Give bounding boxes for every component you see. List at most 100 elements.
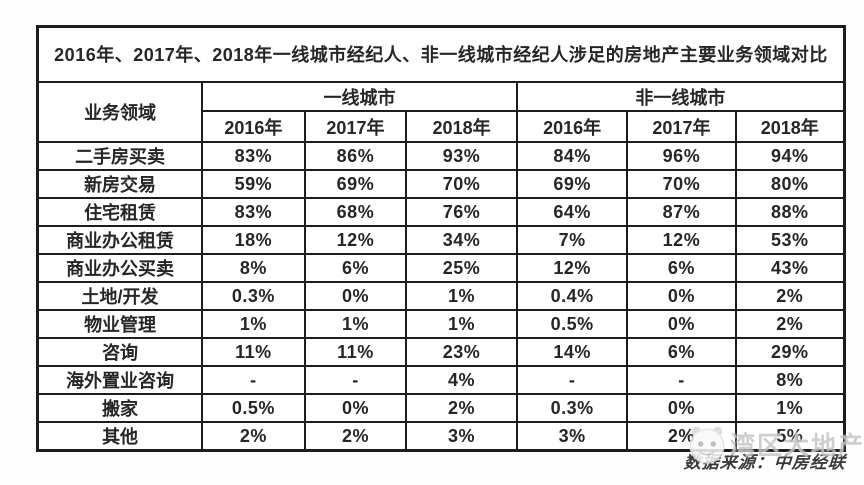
table-title-row: 2016年、2017年、2018年一线城市经纪人、非一线城市经纪人涉足的房地产主… xyxy=(36,25,846,83)
cell-value: 18% xyxy=(201,225,306,255)
table-row: 住宅租赁 83% 68% 76% 64% 87% 88% xyxy=(36,197,846,227)
cell-value: 8% xyxy=(201,253,306,283)
cell-value: 69% xyxy=(303,169,408,199)
cell-value: 93% xyxy=(405,141,518,171)
cell-value: 11% xyxy=(303,337,408,367)
row-label: 商业办公买卖 xyxy=(36,253,204,283)
cell-value: 3% xyxy=(515,421,629,452)
table-row: 新房交易 59% 69% 70% 69% 70% 80% xyxy=(36,169,846,199)
cell-value: 68% xyxy=(303,197,408,227)
cell-value: 80% xyxy=(734,169,846,199)
cell-value: 5% xyxy=(734,421,846,452)
table-row: 咨询 11% 11% 23% 14% 6% 29% xyxy=(36,337,846,367)
cell-value: 12% xyxy=(626,225,737,255)
cell-value: 64% xyxy=(515,197,629,227)
row-label: 物业管理 xyxy=(36,309,204,339)
row-label: 土地/开发 xyxy=(36,281,204,311)
cell-value: 1% xyxy=(734,393,846,423)
cell-value: 59% xyxy=(201,169,306,199)
cell-value: 2% xyxy=(626,421,737,452)
cell-value: 3% xyxy=(405,421,518,452)
cell-value: 1% xyxy=(303,309,408,339)
table-row: 其他 2% 2% 3% 3% 2% 5% xyxy=(36,421,846,452)
year-header-ft-2018: 2018年 xyxy=(405,110,518,143)
cell-value: 2% xyxy=(303,421,408,452)
cell-value: 0% xyxy=(303,281,408,311)
cell-value: 25% xyxy=(405,253,518,283)
table-row: 商业办公租赁 18% 12% 34% 7% 12% 53% xyxy=(36,225,846,255)
data-source-note: 数据来源：中房经联 xyxy=(683,453,847,472)
table-year-header-row: 2016年 2017年 2018年 2016年 2017年 2018年 xyxy=(38,110,846,143)
row-label: 住宅租赁 xyxy=(36,197,204,227)
table-title: 2016年、2017年、2018年一线城市经纪人、非一线城市经纪人涉足的房地产主… xyxy=(36,25,846,83)
row-label: 二手房买卖 xyxy=(36,141,204,171)
cell-value: 1% xyxy=(405,281,518,311)
cell-value: 0.3% xyxy=(201,281,306,311)
cell-value: 0.5% xyxy=(515,309,629,339)
table-row: 商业办公买卖 8% 6% 25% 12% 6% 43% xyxy=(36,253,846,283)
row-label: 海外置业咨询 xyxy=(36,365,204,395)
cell-value: 2% xyxy=(734,281,846,311)
row-label: 搬家 xyxy=(36,393,204,423)
cell-value: 83% xyxy=(201,197,306,227)
cell-value: 2% xyxy=(734,309,846,339)
cell-value: 14% xyxy=(515,337,629,367)
cell-value: - xyxy=(626,365,737,395)
cell-value: 2% xyxy=(201,421,306,452)
cell-value: 7% xyxy=(515,225,629,255)
cell-value: 88% xyxy=(734,197,846,227)
cell-value: 53% xyxy=(734,225,846,255)
cell-value: 12% xyxy=(303,225,408,255)
cell-value: 8% xyxy=(734,365,846,395)
cell-value: - xyxy=(303,365,408,395)
cell-value: 0% xyxy=(626,393,737,423)
year-header-ft-2016: 2016年 xyxy=(201,110,306,143)
row-label: 其他 xyxy=(36,421,204,452)
table-row: 二手房买卖 83% 86% 93% 84% 96% 94% xyxy=(36,141,846,171)
cell-value: 11% xyxy=(201,337,306,367)
row-label: 新房交易 xyxy=(36,169,204,199)
year-header-nft-2017: 2017年 xyxy=(626,110,737,143)
table-group-header-row: 业务领域 一线城市 非一线城市 xyxy=(36,81,846,143)
table-row: 海外置业咨询 - - 4% - - 8% xyxy=(36,365,846,395)
cell-value: 12% xyxy=(515,253,629,283)
cell-value: 1% xyxy=(201,309,306,339)
cell-value: 0% xyxy=(626,281,737,311)
cell-value: 70% xyxy=(405,169,518,199)
cell-value: 0% xyxy=(626,309,737,339)
cell-value: 87% xyxy=(626,197,737,227)
cell-value: 1% xyxy=(405,309,518,339)
cell-value: 70% xyxy=(626,169,737,199)
row-label: 咨询 xyxy=(36,337,204,367)
cell-value: 0.3% xyxy=(515,393,629,423)
cell-value: 29% xyxy=(734,337,846,367)
cell-value: - xyxy=(515,365,629,395)
cell-value: 4% xyxy=(405,365,518,395)
year-header-nft-2016: 2016年 xyxy=(515,110,629,143)
cell-value: 23% xyxy=(405,337,518,367)
cell-value: 83% xyxy=(201,141,306,171)
cell-value: 6% xyxy=(303,253,408,283)
cell-value: 84% xyxy=(515,141,629,171)
comparison-table: 2016年、2017年、2018年一线城市经纪人、非一线城市经纪人涉足的房地产主… xyxy=(36,25,846,452)
cell-value: 0.4% xyxy=(515,281,629,311)
cell-value: 0.5% xyxy=(201,393,306,423)
table-row: 搬家 0.5% 0% 2% 0.3% 0% 1% xyxy=(36,393,846,423)
cell-value: 6% xyxy=(626,337,737,367)
corner-header-business-field: 业务领域 xyxy=(36,81,204,143)
cell-value: 76% xyxy=(405,197,518,227)
row-label: 商业办公租赁 xyxy=(36,225,204,255)
cell-value: 34% xyxy=(405,225,518,255)
table-row: 土地/开发 0.3% 0% 1% 0.4% 0% 2% xyxy=(36,281,846,311)
cell-value: 96% xyxy=(626,141,737,171)
group-header-non-first-tier: 非一线城市 xyxy=(515,81,846,112)
cell-value: 2% xyxy=(405,393,518,423)
cell-value: 94% xyxy=(734,141,846,171)
cell-value: 0% xyxy=(303,393,408,423)
cell-value: 86% xyxy=(303,141,408,171)
cell-value: 6% xyxy=(626,253,737,283)
year-header-ft-2017: 2017年 xyxy=(303,110,408,143)
cell-value: 69% xyxy=(515,169,629,199)
cell-value: 43% xyxy=(734,253,846,283)
